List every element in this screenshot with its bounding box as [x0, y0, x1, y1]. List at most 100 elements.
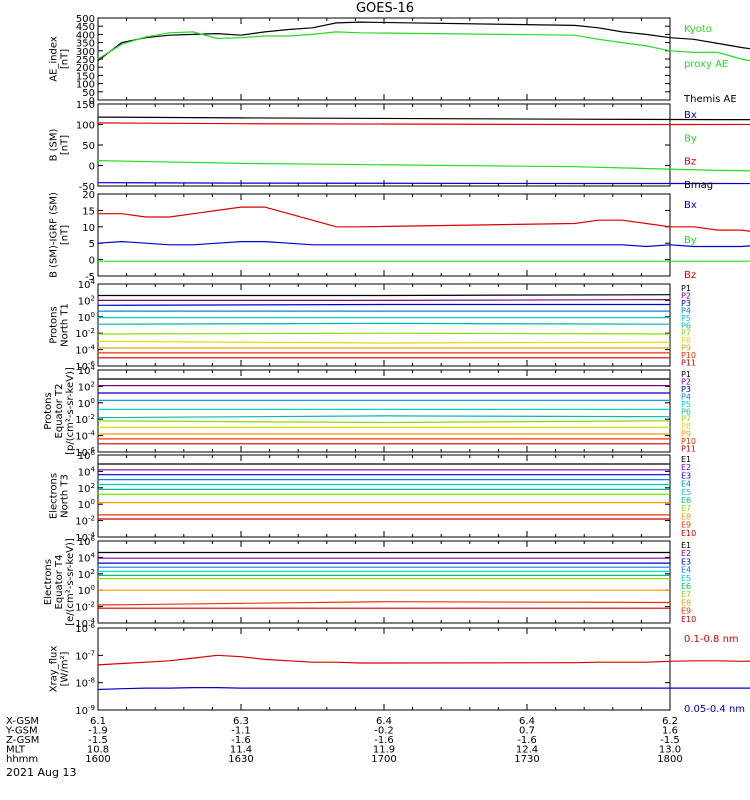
y-tick-label: 10-6 [75, 622, 95, 635]
series-line-bx [97, 240, 750, 248]
y-tick-label: 10-4 [75, 344, 95, 357]
legend-entry: Bx [684, 110, 697, 121]
panel-frame [97, 17, 671, 101]
legend-entry: E8 [681, 512, 691, 521]
y-tick-label: 100 [78, 498, 95, 511]
y-tick-label: 150 [76, 71, 95, 82]
series-line-e9 [97, 601, 671, 606]
legend-entry: Bmag [684, 180, 713, 191]
series-line-by [97, 160, 750, 172]
ephemeris-value: 6.1 [90, 716, 106, 727]
y-tick-label: 100 [76, 121, 95, 132]
y-tick-label: 0 [89, 256, 95, 267]
series-line-p6 [97, 322, 671, 325]
ephemeris-value: 11.9 [373, 745, 395, 756]
y-tick-label: 100 [78, 397, 95, 410]
legend-entry: Kyoto [684, 24, 712, 35]
ephemeris-value: 11.4 [230, 745, 252, 756]
legend-entry: E6 [681, 582, 691, 591]
panel-frame [97, 454, 671, 538]
ephemeris-label: hhmm [6, 754, 38, 765]
legend-entry: E4 [681, 566, 691, 575]
y-tick-label: 10-8 [75, 677, 95, 690]
legend-entry: E10 [681, 615, 696, 624]
ephemeris-value: 6.4 [376, 716, 392, 727]
series-line-p7 [97, 420, 671, 424]
y-tick-label: 106 [78, 449, 96, 462]
legend-entry: Bz [684, 270, 696, 281]
y-tick-label: 10-4 [75, 531, 95, 544]
y-axis-label: North T3 [60, 474, 71, 518]
legend-entry: P6 [681, 407, 691, 416]
ephemeris-value: 6.2 [662, 716, 678, 727]
ephemeris-value: 13.0 [659, 745, 681, 756]
panel-8: 10-9 10-8 10-7 10-6 Xray_flux [W/m²] 0.1-0.8 n… [49, 622, 750, 717]
legend-entry: E5 [681, 574, 691, 583]
legend-entry: E1 [681, 541, 691, 550]
y-axis-label: [nT] [60, 49, 71, 69]
legend-entry: E9 [681, 521, 691, 530]
series-line-p6 [97, 415, 671, 419]
legend-entry: P3 [681, 385, 691, 394]
legend-entry: P5 [681, 400, 691, 409]
legend-entry: E6 [681, 496, 691, 505]
legend-entry: E3 [681, 557, 691, 566]
ephemeris-value: -1.6 [231, 735, 251, 746]
y-tick-label: 102 [78, 568, 95, 581]
ephemeris-value: -1.1 [231, 726, 251, 737]
legend-entry: P10 [681, 437, 696, 446]
legend-entry: P1 [681, 370, 691, 379]
legend-entry: E10 [681, 529, 696, 538]
y-tick-label: 0 [89, 96, 95, 107]
legend-entry: P11 [681, 359, 696, 368]
ephemeris-value: 12.4 [516, 745, 538, 756]
y-tick-label: -5 [85, 272, 95, 283]
y-axis-label: North T1 [60, 303, 71, 347]
legend-entry: E8 [681, 598, 691, 607]
legend-entry: E5 [681, 488, 691, 497]
ephemeris-value: -0.2 [374, 726, 394, 737]
legend-entry: P2 [681, 377, 691, 386]
ephemeris-label: X-GSM [6, 716, 39, 727]
y-tick-label: -50 [79, 182, 95, 193]
legend-entry: P3 [681, 299, 691, 308]
series-line-p3 [97, 303, 670, 306]
y-tick-label: 10-2 [75, 327, 95, 340]
panel-frame [97, 193, 671, 277]
ephemeris-value: -1.9 [88, 726, 108, 737]
chart-title: GOES-16 [355, 1, 414, 16]
series-line-bx [97, 182, 750, 185]
y-axis-label: Equator T2 [54, 384, 65, 439]
legend-entry: P10 [681, 351, 696, 360]
panel-3: -5 0 5 10 15 20 B (SM)-IGRF (SM) [nT] Bx By Bz [49, 190, 750, 283]
y-tick-label: 106 [78, 535, 96, 548]
legend-entry: P9 [681, 344, 691, 353]
y-tick-label: 10-2 [75, 413, 95, 426]
legend-entry: 0.1-0.8 nm [684, 634, 739, 645]
y-tick-label: 250 [76, 55, 95, 66]
y-tick-label: 10-9 [75, 704, 95, 717]
legend-entry: E9 [681, 607, 691, 616]
legend-entry: Themis AE [683, 94, 737, 105]
y-tick-label: 10-6 [75, 360, 95, 373]
y-axis-label: B (SM) [49, 128, 60, 161]
series-line-p7 [97, 332, 671, 335]
y-tick-label: 500 [76, 14, 95, 25]
panel-frame [97, 283, 671, 367]
y-tick-label: 200 [76, 63, 95, 74]
ephemeris-value: -1.6 [374, 735, 394, 746]
legend-entry: P2 [681, 291, 691, 300]
y-tick-label: 102 [78, 294, 95, 307]
y-tick-label: 50 [82, 88, 95, 99]
legend-entry: P1 [681, 284, 691, 293]
y-tick-label: 102 [78, 380, 95, 393]
series-line-0-05-0-4-nm [97, 686, 750, 691]
panel-2: -50 0 50 100 150 B (SM) [nT] Bx By Bz Bmag [49, 100, 750, 193]
legend-entry: 0.05-0.4 nm [684, 704, 745, 715]
ephemeris-value: 1.6 [662, 726, 678, 737]
y-axis-label: Protons [43, 392, 54, 429]
ephemeris-value: 1700 [371, 754, 396, 765]
legend-entry: P9 [681, 430, 691, 439]
